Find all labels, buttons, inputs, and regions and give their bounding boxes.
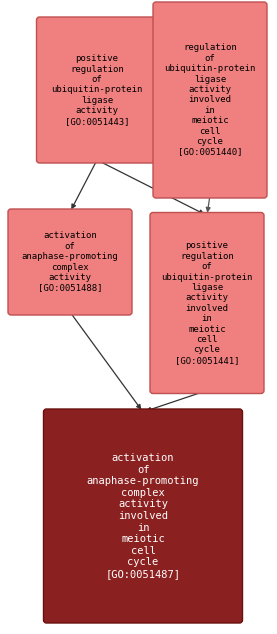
Text: positive
regulation
of
ubiquitin-protein
ligase
activity
involved
in
meiotic
cel: positive regulation of ubiquitin-protein…: [161, 242, 253, 365]
FancyBboxPatch shape: [43, 409, 242, 623]
FancyBboxPatch shape: [150, 212, 264, 394]
Text: activation
of
anaphase-promoting
complex
activity
[GO:0051488]: activation of anaphase-promoting complex…: [22, 231, 118, 292]
FancyBboxPatch shape: [8, 209, 132, 315]
Text: activation
of
anaphase-promoting
complex
activity
involved
in
meiotic
cell
cycle: activation of anaphase-promoting complex…: [87, 453, 199, 579]
Text: positive
regulation
of
ubiquitin-protein
ligase
activity
[GO:0051443]: positive regulation of ubiquitin-protein…: [51, 55, 143, 126]
FancyBboxPatch shape: [153, 2, 267, 198]
Text: regulation
of
ubiquitin-protein
ligase
activity
involved
in
meiotic
cell
cycle
[: regulation of ubiquitin-protein ligase a…: [164, 44, 256, 157]
FancyBboxPatch shape: [37, 17, 158, 163]
